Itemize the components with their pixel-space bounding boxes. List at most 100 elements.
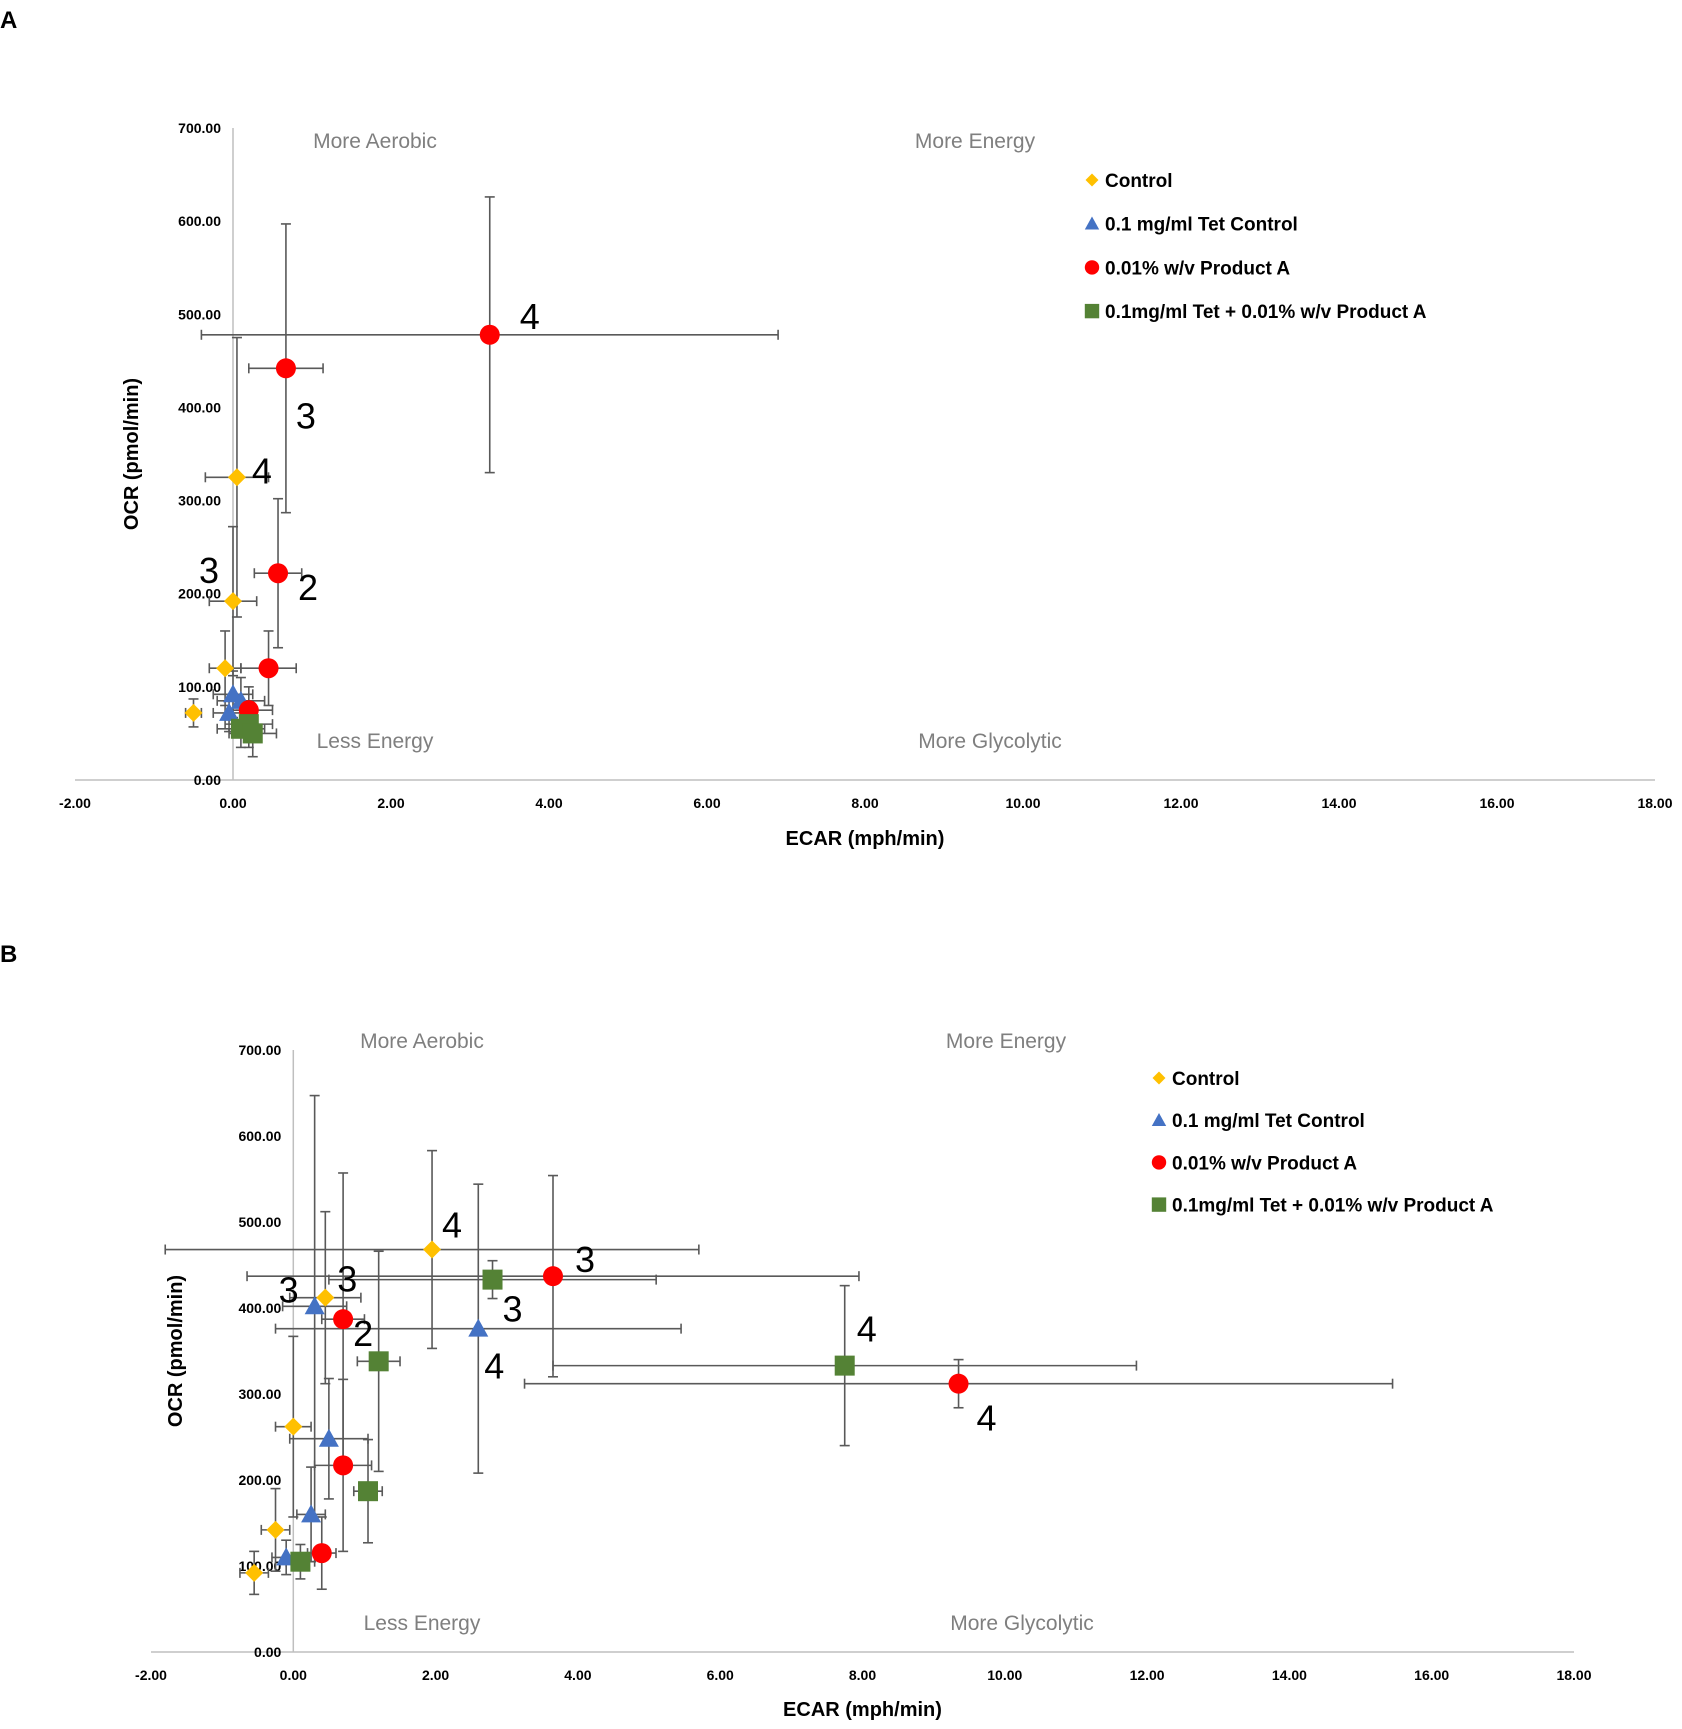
data-point-control [284, 1417, 303, 1436]
data-point-productA [258, 658, 279, 679]
x-tick-label: 2.00 [422, 1667, 449, 1683]
quadrant-label-more-energy: More Energy [946, 1030, 1067, 1053]
x-tick-label: 12.00 [1130, 1667, 1165, 1683]
y-tick-label: 0.00 [254, 1644, 281, 1660]
y-tick-label: 400.00 [238, 1300, 281, 1316]
y-tick-label: 400.00 [178, 399, 221, 415]
x-tick-label: 18.00 [1556, 1667, 1591, 1683]
data-point-control [316, 1288, 335, 1307]
legend: Control 0.1 mg/ml Tet Control 0.01% w/v Pr… [1084, 171, 1427, 323]
quadrant-label-more-energy: More Energy [915, 130, 1036, 153]
x-axis-title: ECAR (mph/min) [786, 828, 945, 850]
data-point-tet [468, 1318, 489, 1337]
x-tick-label: 4.00 [564, 1667, 591, 1683]
y-tick-label: 600.00 [178, 213, 221, 229]
data-label: 3 [575, 1239, 595, 1280]
data-point-productA [542, 1266, 563, 1287]
data-point-tet [318, 1428, 339, 1447]
y-tick-label: 700.00 [238, 1042, 281, 1058]
data-point-combo [368, 1351, 389, 1372]
data-point-control [423, 1240, 442, 1259]
data-point-productA [479, 324, 500, 345]
series-combo [230, 714, 263, 744]
legend-marker-combo [1151, 1197, 1167, 1212]
series-productA [311, 1266, 969, 1564]
data-point-control [266, 1520, 285, 1539]
y-tick-label: 300.00 [178, 493, 221, 509]
data-label: 3 [199, 550, 219, 591]
quadrant-label-less-energy: Less Energy [364, 1612, 481, 1635]
x-tick-label: 14.00 [1321, 795, 1356, 811]
data-point-control [227, 468, 246, 487]
data-point-tet [304, 1296, 325, 1315]
x-tick-label: 12.00 [1163, 795, 1198, 811]
data-label: 4 [252, 450, 272, 491]
quadrant-label-more-glycolytic: More Glycolytic [950, 1612, 1094, 1635]
data-point-combo [834, 1355, 855, 1376]
x-tick-label: -2.00 [59, 795, 91, 811]
data-point-productA [333, 1455, 354, 1476]
data-point-combo [482, 1269, 503, 1290]
legend-marker-control [1152, 1071, 1166, 1085]
data-point-control [224, 592, 242, 611]
y-tick-label: 0.00 [194, 772, 221, 788]
x-tick-label: 8.00 [849, 1667, 876, 1683]
legend-marker-tet [1151, 1113, 1167, 1126]
quadrant-label-more-glycolytic: More Glycolytic [918, 730, 1062, 753]
chart-panel-b: B -2.00 0.00 2.00 4.00 6.00 8.00 10.00 12.00 14.0… [0, 941, 1592, 1721]
y-tick-label: 600.00 [238, 1128, 281, 1144]
legend-label: 0.1 mg/ml Tet Control [1172, 1111, 1365, 1132]
legend-marker-combo [1084, 303, 1100, 319]
x-tick-label: 2.00 [377, 795, 404, 811]
data-label: 4 [977, 1398, 997, 1439]
x-tick-label: 0.00 [280, 1667, 307, 1683]
quadrant-label-less-energy: Less Energy [317, 730, 434, 753]
data-point-tet [219, 702, 240, 721]
data-point-control [216, 659, 235, 678]
x-tick-label: 6.00 [707, 1667, 734, 1683]
legend-label: 0.1mg/ml Tet + 0.01% w/v Product A [1105, 302, 1427, 323]
legend: Control 0.1 mg/ml Tet Control 0.01% w/v Pr… [1151, 1069, 1494, 1217]
y-tick-label: 300.00 [238, 1386, 281, 1402]
data-point-productA [948, 1373, 969, 1394]
x-tick-label: 14.00 [1272, 1667, 1307, 1683]
x-tick-label: -2.00 [135, 1667, 167, 1683]
y-tick-label: 200.00 [238, 1472, 281, 1488]
data-label: 3 [279, 1269, 299, 1310]
series-combo [290, 1269, 855, 1572]
data-point-combo [242, 723, 263, 744]
x-tick-label: 4.00 [535, 795, 562, 811]
y-tick-label: 500.00 [178, 306, 221, 322]
series-tet [276, 1296, 489, 1566]
data-label: 4 [857, 1309, 877, 1350]
legend-label: 0.01% w/v Product A [1172, 1153, 1357, 1174]
x-tick-label: 18.00 [1637, 795, 1672, 811]
y-tick-label: 700.00 [178, 120, 221, 136]
panel-letter: B [0, 941, 17, 968]
data-point-productA [333, 1309, 354, 1330]
data-point-control [245, 1563, 264, 1582]
x-tick-label: 8.00 [851, 795, 878, 811]
data-label: 4 [442, 1205, 462, 1246]
series-control [245, 1240, 442, 1582]
x-tick-label: 16.00 [1414, 1667, 1449, 1683]
data-point-productA [275, 358, 296, 379]
x-tick-label: 0.00 [219, 795, 246, 811]
legend-marker-control [1085, 173, 1099, 187]
legend-label: Control [1105, 171, 1173, 192]
data-label: 2 [353, 1313, 373, 1354]
x-tick-label: 6.00 [693, 795, 720, 811]
data-point-combo [358, 1481, 379, 1502]
y-axis-title: OCR (pmol/min) [165, 1275, 187, 1427]
data-point-productA [268, 563, 289, 584]
data-label: 3 [337, 1259, 357, 1300]
data-label: 2 [298, 567, 318, 608]
data-point-productA [311, 1543, 332, 1564]
legend-label: Control [1172, 1069, 1240, 1090]
data-point-tet [301, 1504, 322, 1523]
y-tick-label: 200.00 [178, 586, 221, 602]
data-label: 4 [484, 1346, 504, 1387]
x-tick-label: 10.00 [987, 1667, 1022, 1683]
chart-panel-a: A -2.00 0.00 2.00 4.00 6.00 8.00 10.00 12.00 14.0… [0, 7, 1673, 850]
